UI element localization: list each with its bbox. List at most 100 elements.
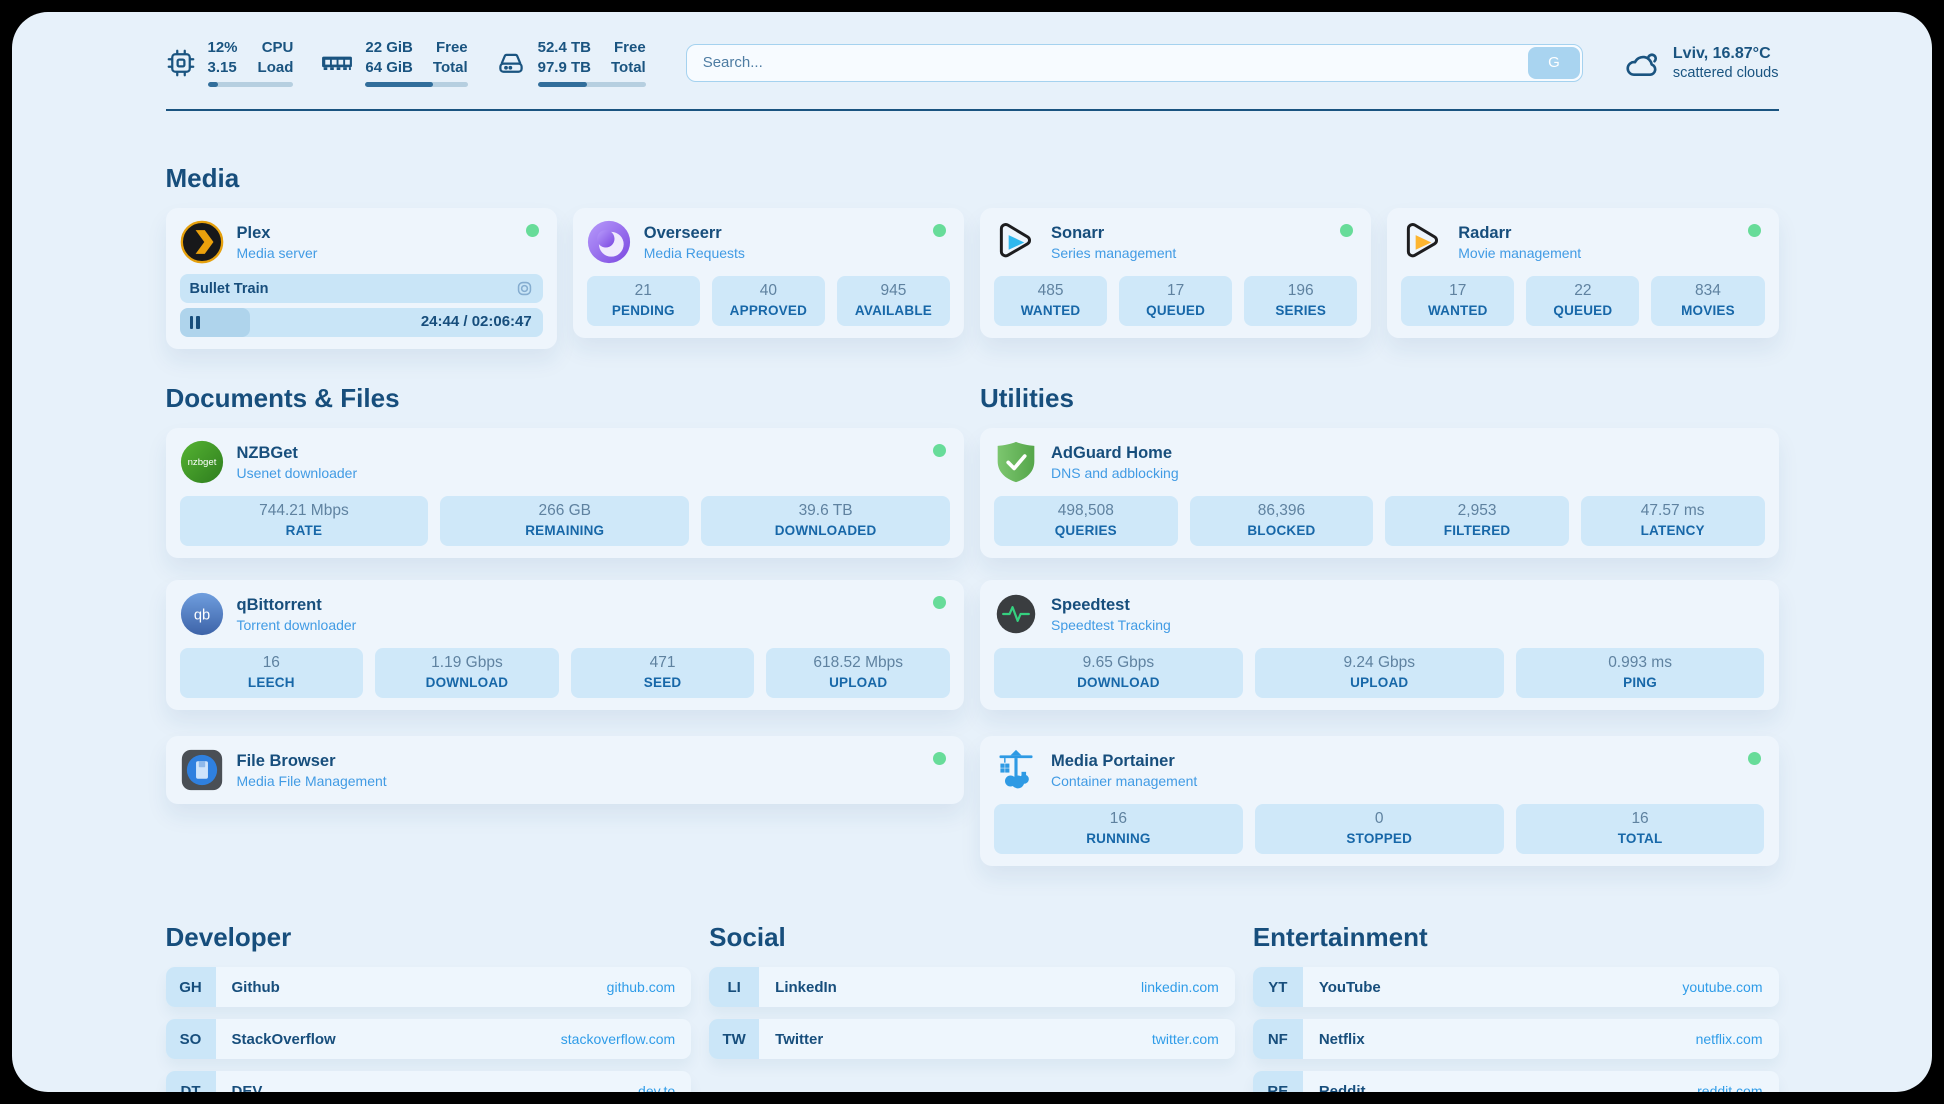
link-dev[interactable]: DT DEV dev.to [165, 1071, 692, 1093]
adguard-icon [994, 440, 1038, 484]
app-name: Plex [236, 223, 271, 242]
stat-box: 834 MOVIES [1651, 276, 1765, 326]
app-subtitle: Series management [1051, 244, 1177, 261]
search-input[interactable] [685, 43, 1583, 82]
ram-labels: Free Total [432, 39, 468, 76]
app-subtitle: Torrent downloader [236, 616, 357, 633]
card-adguard[interactable]: AdGuard Home DNS and adblocking 498,508 … [980, 428, 1779, 558]
card-plex[interactable]: Plex Media server Bullet Train 24:44 / 0… [165, 208, 557, 349]
stat-box: 618.52 Mbps UPLOAD [766, 648, 950, 698]
cpu-stat: 12% 3.15 CPU Load [166, 38, 294, 87]
app-subtitle: Media server [236, 244, 318, 261]
overseerr-icon [587, 220, 631, 264]
radarr-icon [1401, 220, 1445, 264]
section-heading-media: Media [165, 163, 240, 193]
section-heading-utilities: Utilities [980, 383, 1074, 413]
link-label: YouTube [1318, 978, 1381, 996]
link-linkedin[interactable]: LI LinkedIn linkedin.com [709, 967, 1235, 1007]
stat-box: 86,396 BLOCKED [1189, 496, 1374, 546]
link-label: Twitter [775, 1030, 824, 1048]
svg-text:nzbget: nzbget [187, 457, 216, 468]
card-nzbget[interactable]: nzbget NZBGet Usenet downloader 744.21 M… [165, 428, 964, 558]
cpu-icon [166, 48, 196, 78]
card-speedtest[interactable]: Speedtest Speedtest Tracking 9.65 Gbps D… [980, 580, 1779, 710]
link-youtube[interactable]: YT YouTube youtube.com [1252, 967, 1779, 1007]
card-qbittorrent[interactable]: qb qBittorrent Torrent downloader 16 LEE… [165, 580, 964, 710]
link-abbr-badge: TW [709, 1019, 760, 1059]
weather-condition: scattered clouds [1672, 64, 1779, 81]
app-subtitle: Media Requests [643, 244, 745, 261]
app-name: qBittorrent [236, 595, 322, 614]
app-name: Overseerr [643, 223, 722, 242]
now-playing-title: Bullet Train [189, 280, 269, 297]
stat-box: 945 AVAILABLE [836, 276, 950, 326]
cpu-labels: CPU Load [257, 39, 294, 76]
section-heading-developer: Developer [165, 922, 292, 952]
card-sonarr[interactable]: Sonarr Series management 485 WANTED 17 Q… [980, 208, 1372, 338]
link-label: DEV [231, 1082, 263, 1093]
stat-box: 1.19 Gbps DOWNLOAD [375, 648, 559, 698]
link-abbr-badge: GH [165, 967, 216, 1007]
app-name: NZBGet [236, 443, 298, 462]
card-filebrowser[interactable]: File Browser Media File Management [165, 736, 964, 804]
section-heading-social: Social [709, 922, 786, 952]
ram-icon [321, 48, 353, 78]
disk-values: 52.4 TB 97.9 TB [537, 39, 591, 76]
stat-box: 9.65 Gbps DOWNLOAD [994, 648, 1243, 698]
link-url: dev.to [638, 1083, 676, 1092]
link-github[interactable]: GH Github github.com [165, 967, 692, 1007]
playback-progress: 24:44 / 02:06:47 [179, 308, 543, 337]
status-dot [933, 752, 946, 765]
ram-values: 22 GiB 64 GiB [365, 39, 413, 76]
app-name: File Browser [236, 751, 336, 770]
plex-icon [180, 220, 224, 264]
status-dot [525, 224, 539, 237]
card-overseerr[interactable]: Overseerr Media Requests 21 PENDING 40 A… [572, 208, 964, 338]
speedtest-icon [994, 592, 1038, 636]
header: 12% 3.15 CPU Load [166, 12, 1779, 87]
stat-box: 2,953 FILTERED [1385, 496, 1569, 546]
pause-icon [189, 316, 200, 329]
disk-stat: 52.4 TB 97.9 TB Free Total [496, 38, 646, 87]
stat-box: 16 LEECH [179, 648, 364, 698]
cpu-values: 12% 3.15 [207, 39, 238, 76]
app-subtitle: Usenet downloader [236, 464, 358, 481]
status-dot [933, 444, 946, 457]
search-bar: G [685, 43, 1583, 82]
stat-box: 485 WANTED [994, 276, 1108, 326]
stat-box: 196 SERIES [1244, 276, 1358, 326]
stat-box: 47.57 ms LATENCY [1580, 496, 1765, 546]
link-label: Github [231, 978, 280, 996]
playback-time: 24:44 / 02:06:47 [420, 313, 532, 330]
stat-box: 16 RUNNING [994, 804, 1243, 854]
sonarr-icon [994, 220, 1038, 264]
link-label: Reddit [1318, 1082, 1366, 1093]
stat-box: 39.6 TB DOWNLOADED [701, 496, 950, 546]
cpu-progress-bar [207, 82, 294, 87]
card-portainer[interactable]: Media Portainer Container management 16 … [980, 736, 1779, 866]
link-abbr-badge: LI [709, 967, 760, 1007]
stat-box: 21 PENDING [586, 276, 700, 326]
portainer-crane-icon [994, 748, 1038, 792]
status-dot [1747, 224, 1761, 237]
link-netflix[interactable]: NF Netflix netflix.com [1252, 1019, 1779, 1059]
app-subtitle: Speedtest Tracking [1051, 616, 1171, 633]
link-twitter[interactable]: TW Twitter twitter.com [709, 1019, 1235, 1059]
stat-box: 266 GB REMAINING [440, 496, 690, 546]
link-url: youtube.com [1682, 979, 1763, 995]
disk-progress-bar [537, 82, 646, 87]
app-name: Speedtest [1051, 595, 1130, 614]
status-dot [1747, 752, 1761, 765]
link-abbr-badge: SO [165, 1019, 216, 1059]
app-name: Sonarr [1051, 223, 1105, 242]
search-provider-button[interactable]: G [1527, 46, 1580, 79]
dashboard: 12% 3.15 CPU Load [12, 12, 1932, 1092]
stat-box: 17 QUEUED [1119, 276, 1233, 326]
link-stackoverflow[interactable]: SO StackOverflow stackoverflow.com [165, 1019, 692, 1059]
nzbget-icon: nzbget [180, 440, 224, 484]
link-label: LinkedIn [775, 978, 837, 996]
link-reddit[interactable]: RE Reddit reddit.com [1252, 1071, 1779, 1093]
ram-stat: 22 GiB 64 GiB Free Total [321, 38, 468, 87]
card-radarr[interactable]: Radarr Movie management 17 WANTED 22 QUE… [1387, 208, 1779, 338]
link-url: github.com [606, 979, 676, 995]
